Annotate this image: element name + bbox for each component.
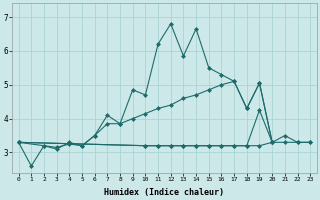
X-axis label: Humidex (Indice chaleur): Humidex (Indice chaleur)	[104, 188, 224, 197]
